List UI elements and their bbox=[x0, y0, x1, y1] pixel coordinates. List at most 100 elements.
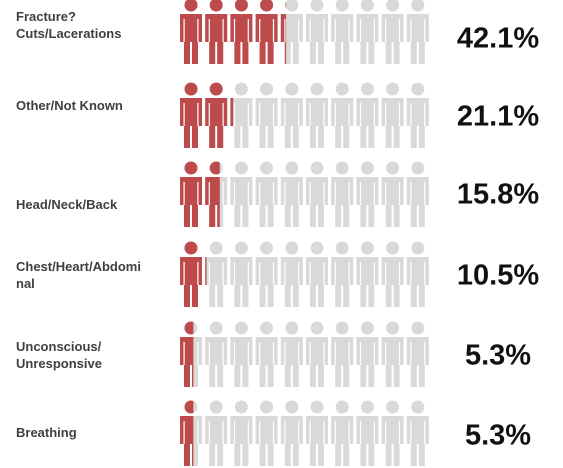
icon-arm-gap bbox=[183, 262, 185, 285]
icon-arm-gap bbox=[222, 182, 224, 205]
icon-body bbox=[356, 257, 379, 285]
icon-arm-gap bbox=[373, 19, 375, 42]
icon-body bbox=[180, 14, 202, 42]
icon-arm-gap bbox=[359, 342, 362, 365]
icon-body bbox=[331, 177, 354, 205]
icon-leg bbox=[234, 42, 241, 64]
icon-head bbox=[209, 241, 223, 255]
icon-body bbox=[230, 416, 253, 444]
icon-leg bbox=[418, 365, 425, 387]
icon-leg bbox=[335, 126, 342, 148]
value-label: 10.5% bbox=[457, 260, 539, 292]
icon-arm-gap bbox=[284, 103, 286, 126]
icon-leg bbox=[318, 285, 324, 307]
category-label: Chest/Heart/Abdominal bbox=[16, 259, 141, 291]
icon-arm-gap bbox=[233, 182, 236, 205]
icon-arm-gap bbox=[334, 262, 336, 285]
icon-body bbox=[180, 337, 194, 365]
icon-arm-gap bbox=[222, 19, 224, 42]
icon-head bbox=[234, 0, 248, 12]
icon-leg bbox=[267, 126, 274, 148]
icon-arm-gap bbox=[233, 103, 236, 126]
icon-leg bbox=[318, 365, 324, 387]
icon-body bbox=[180, 177, 202, 205]
icon-arm-gap bbox=[259, 103, 261, 126]
icon-leg bbox=[385, 205, 392, 227]
icon-head bbox=[360, 321, 374, 335]
icon-leg bbox=[284, 126, 291, 148]
icon-arm-gap bbox=[385, 103, 387, 126]
icon-arm-gap bbox=[309, 342, 311, 365]
icon-arm-gap bbox=[424, 421, 426, 444]
icon-body bbox=[280, 416, 303, 444]
icon-body bbox=[406, 14, 429, 42]
icon-leg bbox=[393, 126, 400, 148]
icon-leg bbox=[259, 205, 266, 227]
icon-head bbox=[310, 161, 324, 175]
icon-arm-gap bbox=[259, 421, 261, 444]
icon-leg bbox=[360, 444, 367, 466]
icon-arm-gap bbox=[424, 19, 426, 42]
icon-head bbox=[234, 321, 248, 335]
icon-body bbox=[205, 337, 228, 365]
icon-arm-gap bbox=[323, 342, 325, 365]
icon-head bbox=[260, 82, 274, 96]
icon-leg bbox=[192, 205, 198, 227]
icon-leg bbox=[192, 444, 194, 466]
icon-body bbox=[280, 14, 303, 42]
icon-leg bbox=[410, 285, 417, 307]
icon-leg bbox=[192, 444, 198, 466]
icon-leg bbox=[385, 126, 392, 148]
icon-body bbox=[331, 257, 354, 285]
icon-leg bbox=[335, 42, 342, 64]
icon-row-background bbox=[180, 241, 429, 307]
icon-body bbox=[205, 98, 228, 126]
icon-head bbox=[335, 321, 349, 335]
icon-row-background bbox=[180, 321, 429, 387]
icon-leg bbox=[217, 205, 220, 227]
icon-row-fill bbox=[180, 161, 220, 227]
icon-arm-gap bbox=[385, 19, 387, 42]
icon-arm-gap bbox=[373, 421, 375, 444]
icon-arm-gap bbox=[348, 182, 350, 205]
icon-arm-gap bbox=[348, 342, 350, 365]
icon-arm-gap bbox=[309, 421, 311, 444]
value-label: 5.3% bbox=[465, 340, 531, 372]
icon-row-background bbox=[180, 400, 429, 466]
icon-head bbox=[411, 82, 425, 96]
icon-body bbox=[381, 257, 404, 285]
icon-arm-gap bbox=[233, 342, 236, 365]
category-label: Breathing bbox=[16, 425, 77, 440]
icon-leg bbox=[418, 285, 425, 307]
icon-body bbox=[381, 98, 404, 126]
icon-leg bbox=[335, 444, 342, 466]
icon-leg bbox=[343, 285, 350, 307]
icon-row-fill bbox=[180, 241, 207, 307]
icon-body bbox=[230, 257, 253, 285]
icon-arm-gap bbox=[208, 262, 210, 285]
icon-leg bbox=[217, 285, 224, 307]
icon-arm-gap bbox=[272, 182, 275, 205]
icon-body bbox=[180, 416, 194, 444]
icon-arm-gap bbox=[197, 262, 199, 285]
icon-head bbox=[411, 400, 425, 414]
icon-leg bbox=[259, 285, 266, 307]
icon-leg bbox=[410, 444, 417, 466]
icon-head bbox=[184, 82, 198, 96]
icon-leg bbox=[184, 205, 190, 227]
icon-leg bbox=[410, 126, 417, 148]
icon-arm-gap bbox=[208, 342, 210, 365]
icon-arm-gap bbox=[222, 262, 224, 285]
icon-arm-gap bbox=[298, 262, 300, 285]
icon-arm-gap bbox=[410, 342, 412, 365]
icon-arm-gap bbox=[247, 19, 249, 42]
icon-arm-gap bbox=[233, 19, 236, 42]
icon-leg bbox=[259, 42, 266, 64]
icon-arm-gap bbox=[247, 342, 249, 365]
icon-arm-gap bbox=[348, 19, 350, 42]
icon-arm-gap bbox=[323, 421, 325, 444]
icon-leg bbox=[335, 365, 342, 387]
icon-arm-gap bbox=[208, 421, 210, 444]
icon-body bbox=[280, 257, 303, 285]
